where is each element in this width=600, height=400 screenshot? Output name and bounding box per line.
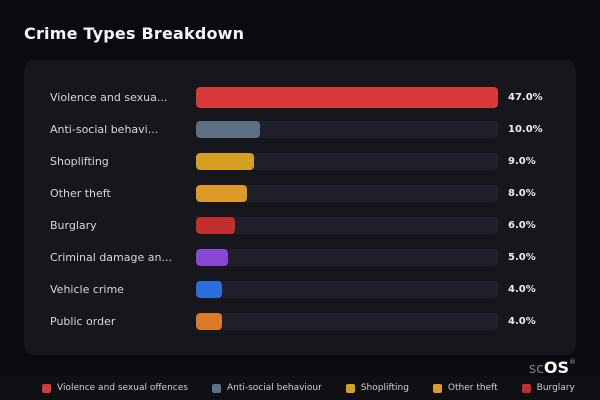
bar-track bbox=[196, 313, 498, 331]
value-label: 4.0% bbox=[508, 316, 536, 328]
value-label: 4.0% bbox=[508, 284, 536, 296]
bar-row: Anti-social behavi... 10.0% bbox=[50, 114, 550, 144]
value-label: 9.0% bbox=[508, 155, 536, 167]
bar-row: Shoplifting 9.0% bbox=[50, 146, 550, 176]
bar-fill[interactable] bbox=[196, 313, 222, 331]
page-title: Crime Types Breakdown bbox=[24, 24, 245, 43]
bar-row: Violence and sexua... 47.0% bbox=[50, 82, 550, 112]
legend-label: Anti-social behaviour bbox=[226, 383, 322, 393]
value-label: 5.0% bbox=[508, 252, 536, 264]
bar-row: Public order 4.0% bbox=[50, 307, 550, 337]
legend-label: Burglary bbox=[536, 383, 575, 393]
chart-legend: Violence and sexual offences Anti-social… bbox=[0, 376, 600, 400]
category-label: Other theft bbox=[50, 186, 111, 200]
category-label: Criminal damage an... bbox=[50, 251, 172, 265]
legend-swatch-icon bbox=[432, 383, 442, 393]
legend-swatch-icon bbox=[211, 383, 221, 393]
bar-track bbox=[196, 152, 498, 170]
bar-row: Other theft 8.0% bbox=[50, 178, 550, 208]
legend-item[interactable]: Other theft bbox=[432, 383, 498, 393]
bar-fill[interactable] bbox=[196, 120, 261, 138]
category-label: Public order bbox=[50, 315, 116, 329]
legend-item[interactable]: Anti-social behaviour bbox=[211, 383, 322, 393]
legend-swatch-icon bbox=[345, 383, 355, 393]
value-label: 47.0% bbox=[508, 91, 543, 103]
registered-mark-icon: ® bbox=[569, 358, 576, 366]
legend-swatch-icon bbox=[521, 383, 531, 393]
bar-fill[interactable] bbox=[196, 249, 229, 267]
bar-track bbox=[196, 184, 498, 202]
category-label: Vehicle crime bbox=[50, 283, 124, 297]
category-label: Violence and sexua... bbox=[50, 90, 168, 104]
category-label: Anti-social behavi... bbox=[50, 122, 159, 136]
bar-fill[interactable] bbox=[196, 152, 254, 170]
bar-track bbox=[196, 217, 498, 235]
bar-fill[interactable] bbox=[196, 217, 235, 235]
legend-item[interactable]: Burglary bbox=[521, 383, 575, 393]
bar-fill[interactable] bbox=[196, 281, 222, 299]
bar-row: Criminal damage an... 5.0% bbox=[50, 243, 550, 273]
bar-track bbox=[196, 249, 498, 267]
chart-card: Violence and sexua... 47.0% Anti-social … bbox=[24, 60, 576, 355]
bar-row: Burglary 6.0% bbox=[50, 211, 550, 241]
logo-prefix: sc bbox=[528, 361, 544, 377]
value-label: 6.0% bbox=[508, 220, 536, 232]
bar-row: Vehicle crime 4.0% bbox=[50, 275, 550, 305]
legend-label: Violence and sexual offences bbox=[57, 383, 188, 393]
value-label: 8.0% bbox=[508, 187, 536, 199]
legend-item[interactable]: Shoplifting bbox=[345, 383, 409, 393]
legend-item[interactable]: Violence and sexual offences bbox=[42, 383, 188, 393]
bar-track bbox=[196, 86, 498, 108]
scos-logo: scOS® bbox=[529, 358, 576, 377]
logo-suffix: OS bbox=[543, 358, 569, 377]
legend-swatch-icon bbox=[42, 383, 51, 393]
category-label: Burglary bbox=[50, 219, 97, 233]
legend-label: Other theft bbox=[447, 383, 498, 393]
legend-label: Shoplifting bbox=[360, 383, 409, 393]
bar-fill[interactable] bbox=[196, 86, 498, 108]
value-label: 10.0% bbox=[508, 123, 543, 135]
category-label: Shoplifting bbox=[50, 154, 109, 168]
bar-track bbox=[196, 281, 498, 299]
bar-track bbox=[196, 120, 498, 138]
bar-fill[interactable] bbox=[196, 184, 248, 202]
